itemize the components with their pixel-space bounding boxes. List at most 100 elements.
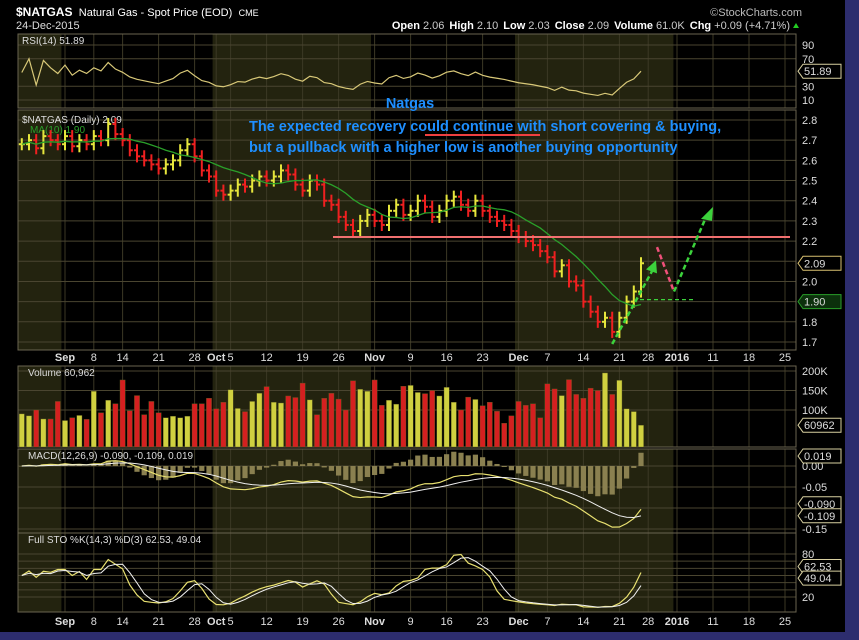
volume-bar [263, 386, 270, 448]
macd-histogram-bar [516, 466, 522, 474]
x-tick-label: 5 [228, 352, 234, 364]
x-tick-label: 14 [116, 616, 128, 628]
macd-histogram-bar [91, 464, 97, 466]
x-tick-label: 19 [296, 352, 308, 364]
volume-bar [343, 409, 349, 448]
macd-histogram-bar [213, 466, 219, 480]
volume-bar [292, 397, 299, 448]
macd-histogram-bar [357, 466, 363, 482]
macd-histogram-bar [415, 455, 421, 466]
x-tick-label: 18 [743, 616, 755, 628]
value-badge [797, 294, 842, 310]
month-band [515, 449, 674, 533]
copyright: ©StockCharts.com [710, 7, 802, 19]
volume-bar [76, 415, 83, 448]
y-tick-label-price: 2.0 [802, 276, 817, 288]
volume-bar [162, 417, 169, 448]
macd-histogram-bar [134, 466, 140, 472]
volume-bar [472, 399, 479, 448]
volume-bar [379, 405, 385, 448]
price-label: $NATGAS (Daily) 2.09 [22, 115, 122, 126]
symbol: $NATGAS [16, 5, 72, 19]
macd-histogram-bar [552, 466, 558, 486]
macd-histogram-bar [379, 466, 385, 474]
volume-bar [40, 418, 47, 448]
x-tick-label: 25 [779, 352, 791, 364]
volume-bar [307, 399, 313, 448]
macd-histogram-bar [242, 466, 248, 479]
x-tick-label: 2016 [665, 616, 689, 628]
sto-label: Full STO %K(14,3) %D(3) 62.53, 49.04 [28, 535, 202, 546]
volume-bar [47, 418, 54, 448]
macd-histogram-bar [264, 466, 270, 468]
x-tick-label: 8 [91, 352, 97, 364]
macd-histogram-bar [350, 466, 356, 484]
x-tick-label: 19 [296, 616, 308, 628]
macd-histogram-bar [220, 466, 226, 484]
quote-value: 61.0K [656, 20, 685, 32]
ma-label: MA(10) 1.90 [30, 125, 85, 136]
annotation-title: Natgas [386, 96, 434, 112]
x-tick-label: 7 [544, 352, 550, 364]
macd-histogram-bar [98, 464, 104, 466]
annotation-underlined-text: could continue [410, 119, 513, 135]
macd-histogram-bar [408, 459, 414, 466]
macd-histogram-bar [192, 466, 198, 468]
x-tick-label: 28 [188, 616, 200, 628]
macd-histogram-bar [544, 466, 550, 482]
volume-bar [623, 408, 630, 448]
macd-histogram-bar [400, 461, 406, 466]
panel-price [17, 109, 797, 351]
month-band [515, 533, 674, 612]
axes: SepSep88141421212828OctOct55121219192626… [55, 40, 842, 628]
chart-date: 24-Dec-2015 [16, 20, 80, 32]
arrowhead-icon [701, 206, 713, 221]
macd-histogram-bar [256, 466, 262, 470]
y-tick-label-price: 1.8 [802, 317, 817, 329]
volume-bar [551, 388, 558, 448]
value-badge [797, 508, 842, 524]
macd-histogram-bar [372, 466, 378, 476]
x-tick-label: 28 [642, 352, 654, 364]
quote-value: 2.06 [423, 20, 444, 32]
volume-bar [350, 380, 356, 448]
volume-bar [170, 416, 176, 448]
macd-histogram-bar [336, 466, 342, 476]
month-band [212, 449, 371, 533]
macd-histogram-bar [343, 466, 349, 480]
volume-bar [62, 420, 68, 448]
macd-histogram-bar [141, 466, 147, 476]
macd-histogram-bar [537, 466, 543, 480]
x-tick-label: 11 [707, 616, 718, 628]
volume-bar [234, 408, 241, 448]
x-tick-label: 14 [577, 352, 589, 364]
volume-bar [501, 423, 508, 448]
volume-bar [458, 409, 464, 448]
volume-bar [487, 402, 493, 448]
volume-bar [515, 401, 522, 448]
month-band [515, 110, 674, 350]
macd-histogram-bar [487, 460, 493, 466]
macd-histogram-bar [307, 463, 313, 466]
volume-bar [242, 411, 248, 448]
volume-bar [271, 402, 277, 448]
projection-arrow-target [672, 214, 709, 293]
value-badge-text: -0.109 [804, 511, 835, 523]
value-badge-text: 62.53 [804, 562, 832, 574]
x-tick-label: Oct [207, 616, 226, 628]
y-tick-label-price: 2.6 [802, 155, 817, 167]
chart-marks [18, 57, 790, 608]
volume-bar [415, 392, 421, 448]
macd-histogram-bar [235, 466, 241, 481]
macd-histogram-bar [184, 466, 190, 468]
value-badge [797, 570, 842, 586]
value-badge-text: 0.019 [804, 451, 832, 463]
volume-bar [573, 394, 579, 448]
macd-label: MACD(12,26,9) -0.090, -0.109, 0.019 [28, 451, 194, 462]
value-badge-text: 49.04 [804, 573, 832, 585]
volume-bar [451, 402, 457, 448]
quote-key: High [449, 20, 474, 32]
panel-sto [17, 532, 797, 613]
x-tick-label: 2016 [665, 352, 689, 364]
